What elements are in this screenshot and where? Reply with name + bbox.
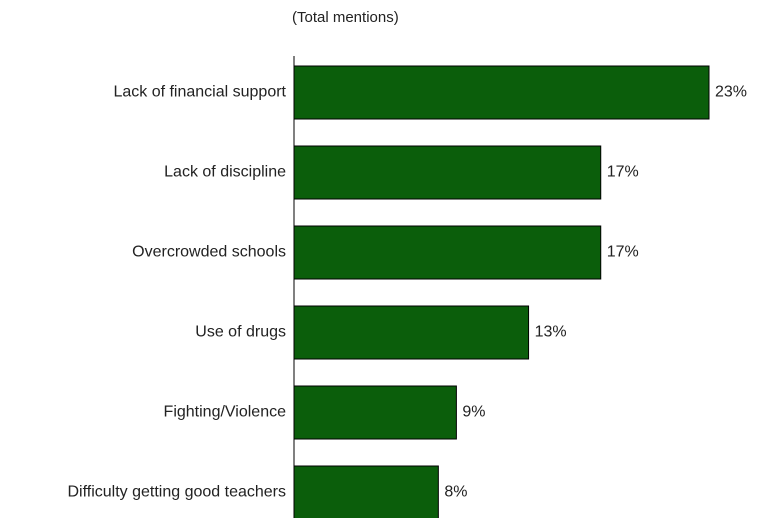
value-label: 23% (715, 84, 747, 101)
bar (293, 385, 457, 440)
bars-group: Lack of financial support 23% Lack of disc… (68, 65, 747, 518)
chart-subtitle: (Total mentions) (292, 9, 399, 26)
category-label: Lack of financial support (113, 84, 286, 101)
value-label: 13% (535, 324, 567, 341)
category-label: Overcrowded schools (132, 244, 286, 261)
value-label: 17% (607, 244, 639, 261)
value-label: 9% (462, 404, 485, 421)
category-label: Lack of discipline (164, 164, 286, 181)
bar (293, 65, 710, 120)
bar (293, 305, 530, 360)
category-label: Fighting/Violence (164, 404, 287, 421)
category-label: Difficulty getting good teachers (68, 484, 287, 501)
category-label: Use of drugs (195, 324, 286, 341)
value-label: 8% (444, 484, 467, 501)
bar (293, 225, 602, 280)
bar (293, 145, 602, 200)
bar (293, 465, 439, 518)
value-label: 17% (607, 164, 639, 181)
